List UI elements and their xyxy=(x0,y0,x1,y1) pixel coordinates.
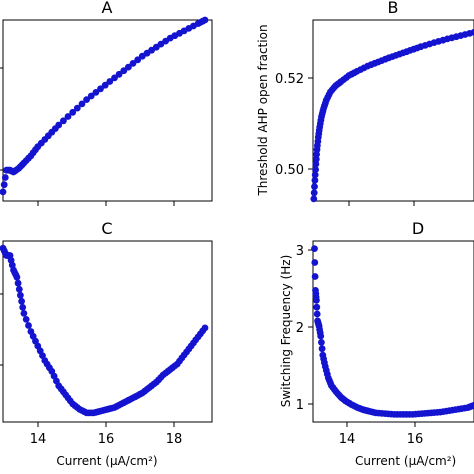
panel-c-point xyxy=(19,304,27,311)
panel-d-point xyxy=(318,339,325,346)
panel-a-point xyxy=(134,56,142,64)
panel-c-point xyxy=(14,279,22,287)
panel-c: C 14 16 18 Current (μA/cm²) xyxy=(0,219,213,468)
panel-a-point xyxy=(115,70,123,78)
panel-b-point xyxy=(311,171,319,179)
panel-a-point xyxy=(87,92,95,100)
panel-a: A xyxy=(0,0,213,206)
panel-c-xtick-label: 18 xyxy=(166,432,183,447)
panel-b-frame xyxy=(312,19,474,202)
panel-d-ytick-label: 1 xyxy=(296,398,304,413)
panel-b-point xyxy=(312,166,319,173)
panel-c-point xyxy=(13,273,21,281)
panel-d-markers xyxy=(311,245,474,418)
panel-a-frame xyxy=(2,19,213,202)
panel-d-ytick-label: 2 xyxy=(296,321,304,336)
panel-d-ytick-label: 3 xyxy=(296,244,304,259)
panel-d: D 3 2 1 14 16 Current (μA/cm²) Switching… xyxy=(279,219,474,468)
panel-c-point xyxy=(17,291,24,299)
panel-c-xlabel: Current (μA/cm²) xyxy=(56,454,157,468)
panel-b-point xyxy=(310,189,318,197)
panel-a-point xyxy=(124,63,132,71)
panel-d-ylabel: Switching Frequency (Hz) xyxy=(279,255,293,408)
panel-a-point xyxy=(1,174,9,181)
panel-a-point xyxy=(60,117,67,125)
panel-a-point xyxy=(0,188,7,196)
panel-a-point xyxy=(73,104,81,112)
panel-c-point xyxy=(201,324,209,332)
panel-a-point xyxy=(69,108,77,116)
panel-d-point xyxy=(313,303,321,311)
panel-d-point xyxy=(313,310,321,318)
panel-a-point xyxy=(64,113,72,120)
panel-d-point xyxy=(470,401,474,409)
panel-c-point xyxy=(22,316,30,323)
panel-b-axis-ticks xyxy=(308,77,415,206)
panel-a-title: A xyxy=(102,0,113,17)
panel-d-axis-ticks xyxy=(308,249,416,427)
panel-a-point xyxy=(106,78,114,85)
panel-d-xtick-label: 14 xyxy=(339,432,356,447)
panel-b-title: B xyxy=(388,0,399,17)
panel-d-xlabel: Current (μA/cm²) xyxy=(355,454,456,468)
panel-b-point xyxy=(470,28,474,36)
panel-a-point xyxy=(201,16,209,24)
panel-a-point xyxy=(111,74,118,82)
panel-d-point xyxy=(311,273,319,280)
panel-c-xtick-label: 14 xyxy=(30,432,47,447)
panel-c-frame xyxy=(2,240,213,423)
panel-c-xtick-label: 16 xyxy=(98,432,115,447)
panel-b-point xyxy=(311,177,319,184)
panel-a-point xyxy=(92,89,100,96)
panel-a-point xyxy=(83,96,90,103)
panel-c-point xyxy=(15,285,23,293)
panel-b-ylabel: Threshold AHP open fraction xyxy=(256,24,270,196)
panel-a-point xyxy=(120,67,128,75)
panel-c-point xyxy=(18,297,25,305)
panel-b-point xyxy=(312,155,320,163)
panel-d-xtick-label: 16 xyxy=(407,432,424,447)
panel-a-point xyxy=(0,181,8,189)
panel-a-markers xyxy=(0,16,209,196)
panel-c-point xyxy=(20,310,28,317)
panel-d-point xyxy=(311,245,318,253)
panel-b-markers xyxy=(310,28,474,203)
panel-b-point xyxy=(310,195,318,203)
panel-d-title: D xyxy=(412,219,424,238)
panel-b-point xyxy=(311,183,318,191)
panel-c-point xyxy=(25,322,32,329)
panel-a-point xyxy=(97,85,104,93)
panel-d-frame xyxy=(312,240,474,423)
panel-a-axis-ticks xyxy=(0,67,175,206)
panel-c-markers xyxy=(0,244,209,417)
panel-a-point xyxy=(55,121,63,129)
panel-d-point xyxy=(311,259,319,266)
panel-d-point xyxy=(317,332,325,340)
panel-a-point xyxy=(78,100,86,108)
panel-b-ytick-label: 0.52 xyxy=(275,72,304,87)
panel-c-title: C xyxy=(101,219,112,238)
panel-d-point xyxy=(318,345,326,353)
panel-c-axis-ticks xyxy=(0,293,175,427)
panel-a-point xyxy=(101,81,109,89)
panel-d-point xyxy=(313,296,320,304)
panel-a-point xyxy=(129,60,137,67)
panel-b-ytick-label: 0.50 xyxy=(275,163,304,178)
panel-b: B 0.52 0.50 Threshold AHP open fraction xyxy=(256,0,474,206)
